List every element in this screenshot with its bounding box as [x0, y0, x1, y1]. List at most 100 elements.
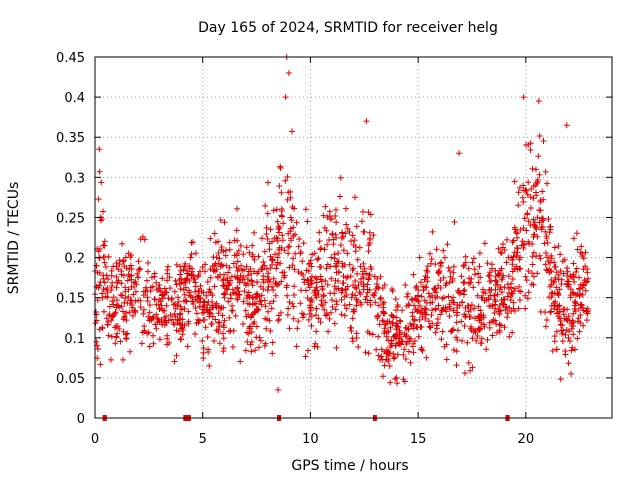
data-point [536, 219, 543, 226]
data-point [192, 305, 199, 312]
data-point [190, 276, 197, 283]
data-point [123, 317, 130, 324]
data-point [188, 251, 195, 258]
data-point [524, 211, 531, 218]
data-point [196, 287, 203, 294]
data-point [209, 263, 216, 270]
data-point [496, 329, 503, 336]
data-point [287, 225, 294, 232]
data-point [215, 326, 222, 333]
data-point [437, 277, 444, 284]
data-point [525, 218, 532, 225]
data-point [512, 229, 519, 236]
data-point [522, 305, 529, 312]
data-point [498, 276, 505, 283]
data-point [432, 289, 439, 296]
data-point [407, 359, 414, 366]
data-point [375, 285, 382, 292]
data-point [502, 306, 509, 313]
data-point [565, 334, 572, 341]
data-point [435, 282, 442, 289]
data-point [496, 286, 503, 293]
data-point [135, 258, 142, 265]
data-point [366, 271, 373, 278]
data-point [327, 290, 334, 297]
data-point [240, 298, 247, 305]
data-point [215, 238, 222, 245]
data-point [307, 257, 314, 264]
data-point [200, 344, 207, 351]
data-point [346, 261, 353, 268]
data-point [453, 362, 460, 369]
data-point [313, 284, 320, 291]
data-point [453, 319, 460, 326]
data-point [251, 256, 258, 263]
data-point [567, 286, 574, 293]
data-point [520, 182, 527, 189]
data-point [416, 254, 423, 261]
data-point [176, 311, 183, 318]
data-point [387, 379, 394, 386]
data-point [565, 313, 572, 320]
data-point [317, 319, 324, 326]
data-point [484, 336, 491, 343]
data-point [331, 320, 338, 327]
data-point [248, 312, 255, 319]
data-point [572, 302, 579, 309]
data-point [441, 254, 448, 261]
data-point [305, 260, 312, 267]
data-point [226, 246, 233, 253]
data-point [548, 302, 555, 309]
data-point [248, 278, 255, 285]
data-point [201, 309, 208, 316]
data-point [220, 322, 227, 329]
data-point [312, 274, 319, 281]
data-point [101, 242, 108, 249]
data-point [209, 313, 216, 320]
data-point [552, 298, 559, 305]
data-point [469, 335, 476, 342]
data-point [178, 275, 185, 282]
data-point [140, 306, 147, 313]
data-point [220, 335, 227, 342]
data-point [306, 284, 313, 291]
data-point [365, 209, 372, 216]
data-point [275, 316, 282, 323]
data-point [144, 268, 151, 275]
data-point [242, 307, 249, 314]
data-point [302, 206, 309, 213]
data-point [274, 254, 281, 261]
data-point [557, 251, 564, 258]
data-point [174, 302, 181, 309]
data-point [486, 272, 493, 279]
data-point [118, 303, 125, 310]
data-point [471, 305, 478, 312]
data-point [483, 296, 490, 303]
data-point [553, 346, 560, 353]
data-point [96, 326, 103, 333]
data-point [538, 215, 545, 222]
data-point [291, 283, 298, 290]
data-point [114, 297, 121, 304]
data-point [326, 315, 333, 322]
data-point [551, 278, 558, 285]
data-point [266, 300, 273, 307]
data-point [556, 286, 563, 293]
data-point [182, 284, 189, 291]
data-point [113, 323, 120, 330]
data-point [333, 219, 340, 226]
y-tick-label: 0.3 [64, 171, 85, 186]
data-point [261, 297, 268, 304]
data-point [282, 177, 289, 184]
data-point [200, 355, 207, 362]
data-point [571, 306, 578, 313]
data-point [286, 299, 293, 306]
data-point [439, 328, 446, 335]
data-point [141, 323, 148, 330]
data-point [461, 287, 468, 294]
data-point [308, 322, 315, 329]
data-point [572, 268, 579, 275]
data-point [381, 328, 388, 335]
data-point [341, 302, 348, 309]
data-point [374, 315, 381, 322]
